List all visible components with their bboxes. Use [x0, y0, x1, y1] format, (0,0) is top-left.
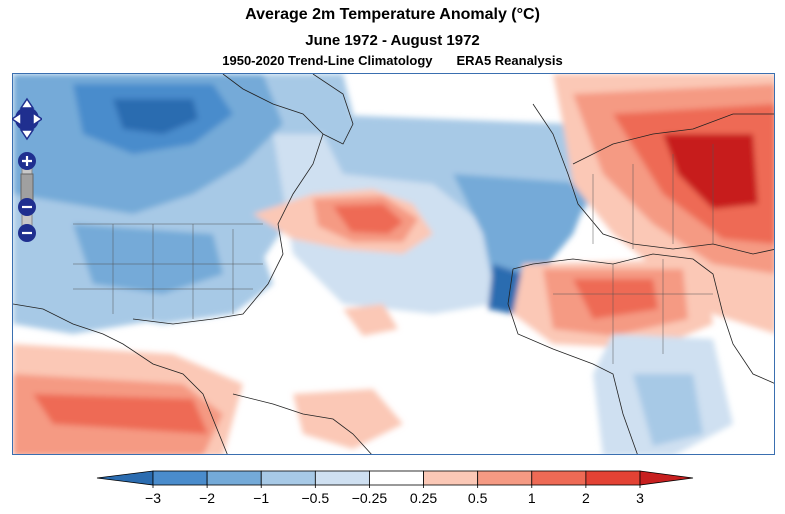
colorbar-swatch: [423, 470, 479, 486]
colorbar-tick-label: −3: [145, 490, 161, 506]
pan-arrows-icon[interactable]: [10, 97, 44, 141]
colorbar-tick-label: 2: [582, 490, 590, 506]
map-title: Average 2m Temperature Anomaly (°C): [245, 6, 540, 23]
colorbar-tick-label: 0.25: [410, 490, 437, 506]
colorbar-tick-label: −0.25: [352, 490, 388, 506]
colorbar-swatch: [369, 470, 424, 486]
colorbar-svg: −3 −2 −1 −0.5 −0.25 0.25 0.5 1 2 3: [96, 470, 694, 506]
colorbar-tick-label: 0.5: [468, 490, 488, 506]
map-navigation: [10, 94, 44, 249]
colorbar-tick-label: −1: [253, 490, 269, 506]
colorbar: −3 −2 −1 −0.5 −0.25 0.25 0.5 1 2 3: [95, 469, 695, 509]
colorbar-tick-label: 3: [636, 490, 644, 506]
coastlines: [13, 74, 774, 454]
colorbar-swatch: [260, 470, 316, 486]
borders: [73, 144, 714, 364]
zoom-in-icon[interactable]: [18, 152, 36, 170]
zoom-slider-handle[interactable]: [20, 173, 34, 203]
zoom-out-secondary-icon[interactable]: [18, 224, 36, 242]
colorbar-extend-low: [96, 470, 154, 486]
zoom-out-icon[interactable]: [18, 198, 36, 216]
colorbar-swatch: [206, 470, 262, 486]
colorbar-tick-label: −0.5: [302, 490, 330, 506]
colorbar-swatch: [314, 470, 370, 486]
anomaly-shading: [13, 74, 774, 454]
colorbar-swatch: [152, 470, 208, 486]
colorbar-tick-label: 1: [528, 490, 536, 506]
colorbar-swatch: [477, 470, 533, 486]
source-label: ERA5 Reanalysis: [456, 53, 563, 68]
colorbar-extend-high: [639, 470, 694, 486]
climatology-label: 1950-2020 Trend-Line Climatology: [222, 53, 433, 68]
map-subtitle: 1950-2020 Trend-Line Climatology ERA5 Rea…: [0, 53, 785, 68]
colorbar-swatch: [585, 470, 641, 486]
anomaly-map-canvas: [13, 74, 774, 454]
map-period: June 1972 - August 1972: [305, 32, 480, 49]
colorbar-tick-label: −2: [199, 490, 215, 506]
anomaly-map[interactable]: [12, 73, 775, 455]
colorbar-swatch: [531, 470, 587, 486]
